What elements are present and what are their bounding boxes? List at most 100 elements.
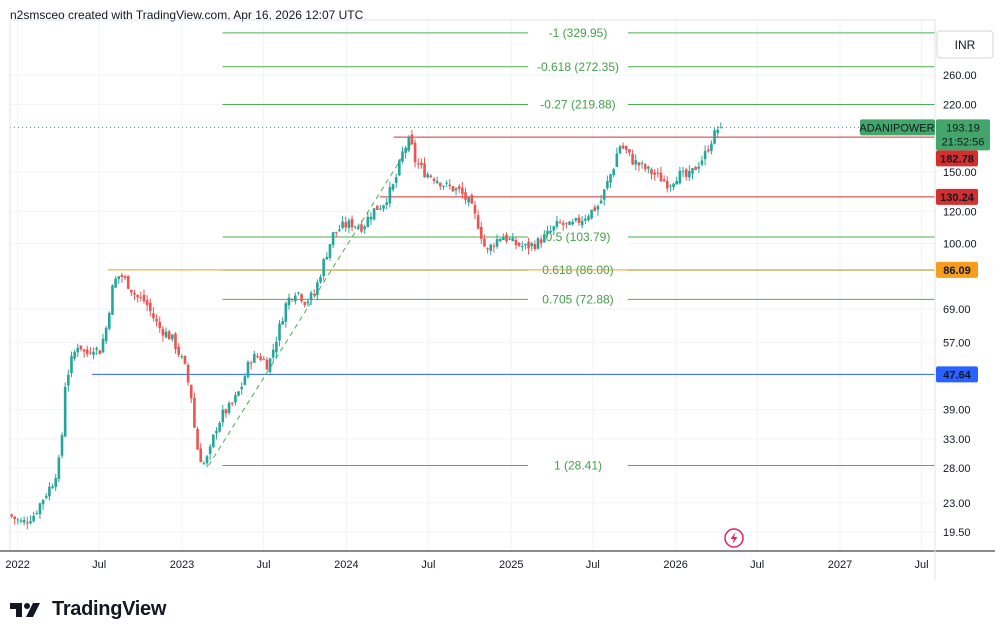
tradingview-logo[interactable]: TradingView bbox=[10, 598, 166, 621]
candle-body bbox=[656, 172, 660, 174]
candle-body bbox=[672, 183, 675, 188]
candle-body bbox=[713, 130, 716, 144]
currency-box[interactable]: INR bbox=[936, 30, 994, 59]
candle-body bbox=[240, 386, 244, 390]
candle-body bbox=[495, 239, 499, 247]
candle-body bbox=[688, 170, 691, 178]
candle-body bbox=[123, 276, 127, 278]
time-tick-label: 2027 bbox=[828, 559, 852, 571]
candle-body bbox=[13, 516, 17, 520]
price-tick-label: 150.00 bbox=[943, 167, 977, 179]
candle-body bbox=[316, 282, 319, 295]
price-tick-label: 120.00 bbox=[943, 206, 977, 218]
candle-body bbox=[561, 223, 565, 225]
candle-body bbox=[445, 182, 448, 184]
price-tick-label: 19.50 bbox=[943, 527, 971, 539]
price-tick-label: 260.00 bbox=[943, 70, 977, 82]
candle-body bbox=[306, 301, 310, 304]
level-price-badge[interactable] bbox=[936, 150, 978, 167]
candle-body bbox=[186, 365, 190, 383]
level-price-label: 130.24 bbox=[940, 192, 975, 204]
candle-body bbox=[130, 289, 133, 293]
candle-body bbox=[546, 230, 549, 235]
candle-body bbox=[218, 422, 221, 432]
candle-body bbox=[382, 205, 385, 209]
level-price-badge[interactable] bbox=[936, 188, 978, 205]
candle-body bbox=[398, 160, 401, 176]
candle-body bbox=[120, 274, 124, 277]
candle-body bbox=[439, 182, 442, 187]
fib-level-label: -0.27 (219.88) bbox=[540, 98, 615, 112]
candle-body bbox=[284, 303, 288, 322]
candle-body bbox=[375, 205, 379, 210]
time-tick-label: 2022 bbox=[5, 559, 29, 571]
candle-body bbox=[196, 429, 199, 450]
candle-body bbox=[697, 166, 701, 169]
candle-body bbox=[385, 202, 389, 205]
candle-body bbox=[104, 327, 108, 342]
candle-body bbox=[524, 243, 527, 245]
candle-body bbox=[473, 204, 477, 214]
candle-body bbox=[628, 149, 631, 153]
last-price-badge[interactable] bbox=[936, 119, 990, 151]
symbol-tag[interactable] bbox=[860, 119, 935, 136]
candle-body bbox=[278, 323, 281, 341]
candle-body bbox=[577, 217, 581, 223]
candle-body bbox=[665, 180, 669, 189]
candle-body bbox=[659, 172, 663, 182]
price-badges: ADANIPOWER 193.19 21:52:56 182.78 130.24 86.0… bbox=[859, 119, 990, 383]
candle-body bbox=[543, 234, 546, 243]
candlestick-series bbox=[10, 122, 723, 530]
candle-body bbox=[423, 163, 426, 178]
candle-body bbox=[498, 238, 502, 242]
candle-body bbox=[341, 221, 344, 228]
candle-body bbox=[435, 181, 439, 184]
candle-body bbox=[675, 180, 679, 185]
candle-body bbox=[164, 331, 168, 338]
candle-body bbox=[530, 243, 534, 247]
candle-body bbox=[19, 520, 23, 522]
fib-label-bg bbox=[528, 58, 628, 74]
candle-body bbox=[199, 448, 203, 463]
lightning-icon[interactable] bbox=[724, 528, 744, 548]
candle-body bbox=[388, 187, 392, 204]
level-price-badge[interactable] bbox=[936, 366, 978, 383]
candle-body bbox=[593, 207, 597, 211]
level-price-badge[interactable] bbox=[936, 261, 978, 278]
price-chart[interactable]: -1 (329.95) -0.618 (272.35) -0.27 (219.88)… bbox=[0, 0, 1005, 590]
time-tick-label: 2025 bbox=[499, 559, 523, 571]
candle-body bbox=[167, 331, 171, 340]
candle-body bbox=[287, 297, 291, 306]
candle-body bbox=[587, 216, 590, 221]
candle-body bbox=[48, 486, 51, 497]
candle-body bbox=[448, 184, 452, 187]
fib-label-bg bbox=[528, 457, 628, 473]
time-tick-label: Jul bbox=[257, 559, 271, 571]
candle-body bbox=[70, 356, 73, 374]
candle-body bbox=[237, 391, 240, 396]
candle-body bbox=[331, 232, 335, 246]
candle-body bbox=[215, 430, 218, 434]
tradingview-wordmark: TradingView bbox=[52, 598, 167, 620]
chart-grid bbox=[10, 20, 935, 551]
candle-body bbox=[568, 221, 571, 225]
symbol-tag-label: ADANIPOWER bbox=[859, 122, 934, 134]
candle-body bbox=[142, 294, 146, 302]
candle-body bbox=[230, 402, 234, 404]
candle-body bbox=[634, 160, 638, 165]
candle-body bbox=[224, 409, 228, 414]
candle-body bbox=[413, 142, 417, 163]
fib-label-bg bbox=[528, 228, 628, 244]
candle-body bbox=[710, 143, 713, 151]
fib-level-label: 0.5 (103.79) bbox=[546, 230, 611, 244]
candle-body bbox=[401, 151, 404, 162]
candle-body bbox=[189, 384, 193, 399]
candle-body bbox=[152, 313, 155, 319]
candle-body bbox=[89, 352, 92, 354]
candle-body bbox=[489, 244, 493, 251]
candle-body bbox=[357, 226, 360, 229]
tradingview-icon bbox=[10, 602, 40, 617]
horizontal-levels bbox=[91, 136, 935, 375]
fib-level-label: 1 (28.41) bbox=[554, 459, 602, 473]
candle-body bbox=[502, 236, 505, 241]
